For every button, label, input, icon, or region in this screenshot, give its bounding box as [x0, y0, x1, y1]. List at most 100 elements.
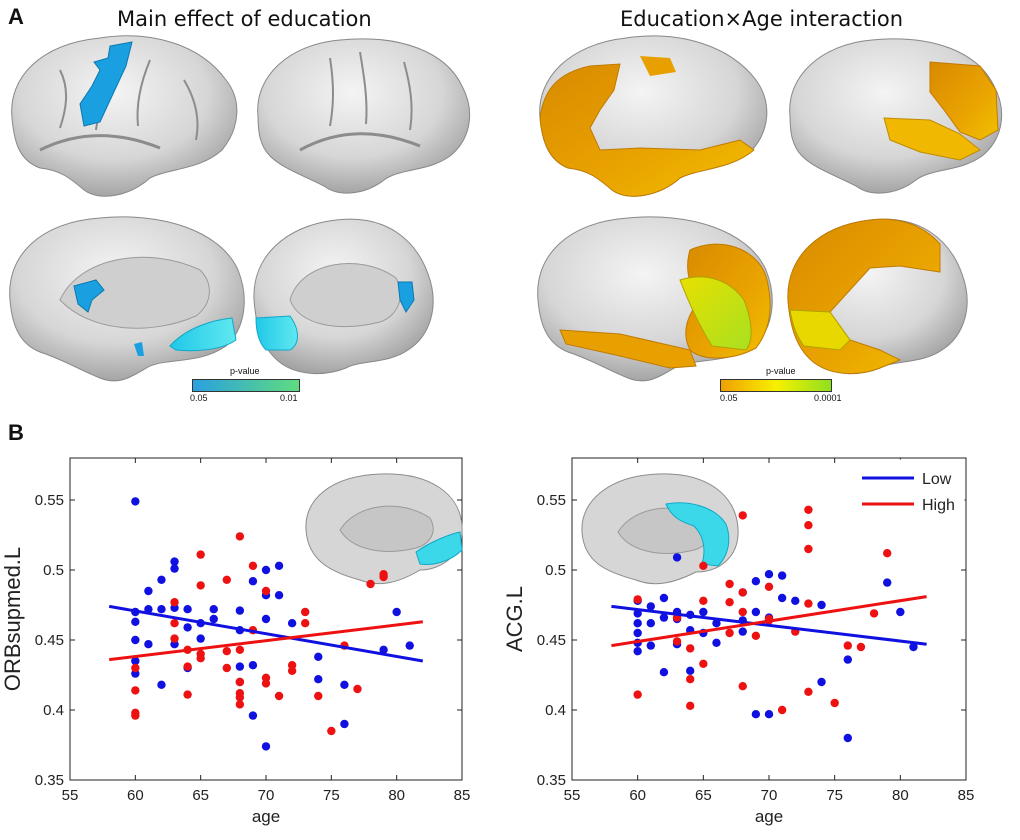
x-tick-label: 75 — [323, 787, 340, 804]
scatter-orbsupmed: 55 60 65 70 75 80 85 0.35 0.4 0.45 0.5 0.55 age ORBsu… — [0, 457, 471, 826]
x-tick-label: 70 — [258, 787, 275, 804]
interaction-medial-right-yellow — [789, 309, 851, 351]
low-point — [764, 710, 774, 719]
low-point — [248, 661, 258, 670]
brain-medial-left-interaction — [537, 216, 773, 382]
high-point — [170, 634, 179, 643]
inset-brain — [305, 473, 463, 585]
high-point — [699, 659, 708, 668]
low-point — [235, 606, 245, 615]
low-point — [712, 619, 721, 628]
x-tick-label: 70 — [761, 787, 778, 804]
low-point — [751, 607, 761, 617]
low-point — [659, 593, 669, 603]
low-point — [791, 596, 800, 605]
low-point — [843, 733, 852, 743]
low-point — [646, 641, 655, 650]
low-point — [274, 591, 284, 600]
low-point — [196, 634, 205, 643]
legend-label-high: High — [922, 497, 955, 514]
low-fit-line — [108, 604, 424, 663]
legend-box — [853, 459, 965, 517]
colorbar-education: p-value 0.05 0.01 — [190, 366, 300, 406]
x-tick-label: 85 — [958, 787, 975, 804]
high-point — [830, 698, 839, 708]
y-tick-label: 0.55 — [35, 492, 64, 509]
high-point — [725, 598, 734, 607]
y-tick-label: 0.45 — [35, 632, 64, 649]
high-point — [751, 631, 761, 640]
high-point — [686, 701, 695, 710]
high-point — [804, 599, 813, 608]
high-point — [170, 598, 179, 607]
high-point — [804, 505, 813, 514]
high-point — [183, 690, 192, 699]
high-point — [804, 521, 813, 530]
colorbar-education-min: 0.05 — [190, 393, 208, 403]
low-point — [896, 607, 905, 617]
low-point — [712, 638, 721, 647]
low-point — [183, 605, 192, 614]
high-point — [633, 595, 642, 604]
colorbar-interaction-label: p-value — [766, 366, 796, 376]
high-point — [725, 579, 734, 589]
high-point — [235, 700, 245, 709]
high-point — [301, 619, 310, 628]
low-point — [392, 607, 401, 617]
high-point — [196, 550, 205, 559]
main-effect-title: Main effect of education — [117, 7, 372, 31]
inset-acg-region — [665, 502, 730, 567]
interaction-lateral-cluster — [539, 63, 755, 197]
high-point — [196, 581, 205, 590]
low-point — [340, 719, 349, 729]
colorbar-interaction-max: 0.0001 — [814, 393, 842, 403]
y-tick-label: 0.35 — [35, 772, 64, 789]
x-tick-label: 85 — [454, 787, 471, 804]
x-tick-label: 65 — [695, 787, 712, 804]
high-point — [301, 607, 310, 617]
low-point — [646, 619, 655, 628]
brain-medial-left-education — [9, 216, 245, 382]
low-point — [209, 605, 218, 614]
low-point — [157, 605, 166, 614]
inset-orbital-region — [415, 531, 463, 565]
high-point — [222, 663, 231, 673]
low-point — [883, 578, 892, 587]
high-point — [183, 662, 192, 671]
low-point — [764, 570, 774, 579]
high-point — [843, 641, 852, 650]
education-parietal-cluster — [73, 279, 105, 313]
x-tick-label: 75 — [826, 787, 843, 804]
low-point — [633, 647, 642, 656]
colorbar-education-max: 0.01 — [280, 393, 298, 403]
low-point — [144, 586, 153, 596]
inset-brain — [581, 473, 739, 585]
x-tick-label: 65 — [192, 787, 209, 804]
low-point — [909, 642, 918, 652]
high-point — [672, 637, 682, 646]
x-tick-label: 60 — [127, 787, 144, 804]
low-point — [817, 677, 826, 687]
brain-medial-right-interaction — [787, 218, 968, 375]
x-tick-label: 80 — [892, 787, 909, 804]
y-tick-label: 0.5 — [545, 562, 566, 579]
y-axis-label: ORBsupmed.L — [0, 547, 25, 691]
low-point — [751, 710, 761, 719]
high-point — [235, 532, 245, 541]
high-point — [738, 588, 747, 597]
high-point — [235, 693, 245, 702]
high-point — [725, 628, 734, 638]
y-tick-label: 0.45 — [537, 632, 566, 649]
high-point — [353, 684, 362, 694]
high-point — [131, 663, 140, 673]
high-point — [222, 575, 231, 584]
low-point — [646, 602, 655, 611]
high-point — [883, 549, 892, 558]
low-point — [157, 575, 166, 584]
high-point — [379, 572, 388, 582]
x-tick-label: 55 — [564, 787, 581, 804]
x-axis-label: age — [252, 807, 280, 826]
legend-label-low: Low — [922, 471, 952, 488]
high-point — [804, 687, 813, 696]
low-point — [817, 600, 826, 610]
